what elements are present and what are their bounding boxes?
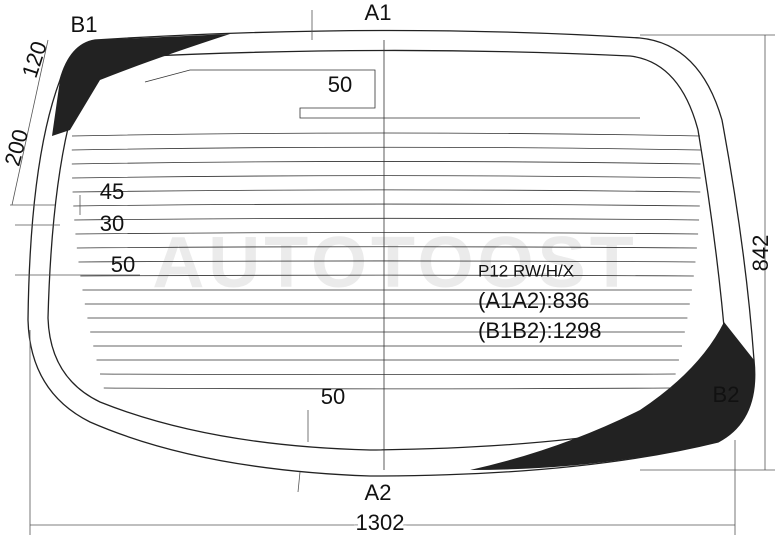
dim-842: 842: [748, 235, 773, 272]
heater-line: [73, 203, 700, 207]
heater-line: [74, 217, 700, 221]
heater-line: [72, 189, 701, 193]
a1a2: (A1A2):836: [478, 288, 589, 313]
label-a2: A2: [365, 480, 392, 505]
heater-line: [78, 260, 696, 263]
heater-line: [80, 274, 694, 277]
dim-50-top: 50: [328, 72, 352, 97]
dim-1302: 1302: [356, 510, 405, 535]
heater-grid: [71, 132, 701, 390]
side-dim: [11, 39, 49, 206]
label-b2: B2: [713, 382, 740, 407]
label-b1: B1: [71, 12, 98, 37]
glass-code: P12 RW/H/X: [478, 261, 574, 280]
heater-line: [71, 146, 701, 151]
top-band: [144, 69, 640, 119]
bottom-arrow: [297, 471, 301, 493]
heater-line: [71, 132, 701, 137]
b1b2: (B1B2):1298: [478, 318, 602, 343]
dim-50: 50: [111, 252, 135, 277]
heater-line: [103, 387, 673, 390]
dim-45: 45: [100, 179, 124, 204]
corner-b2: [470, 322, 755, 470]
label-a1: A1: [365, 0, 392, 25]
corner-b1: [52, 34, 230, 136]
heater-line: [100, 373, 676, 376]
heater-line: [75, 232, 699, 235]
glass-outline: [27, 29, 756, 477]
dim-30: 30: [100, 211, 124, 236]
heater-line: [72, 175, 701, 179]
heater-line: [71, 161, 701, 165]
heater-line: [76, 246, 697, 249]
dim-50-bottom: 50: [321, 384, 345, 409]
